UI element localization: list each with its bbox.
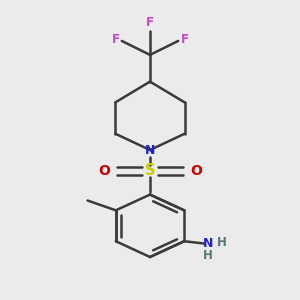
Text: S: S [145, 163, 155, 178]
Text: O: O [98, 164, 110, 178]
Text: H: H [203, 249, 213, 262]
Text: N: N [145, 143, 155, 157]
Text: O: O [190, 164, 202, 178]
Text: H: H [216, 236, 226, 249]
Text: N: N [203, 237, 213, 250]
Text: F: F [111, 33, 119, 46]
Text: F: F [181, 33, 189, 46]
Text: F: F [146, 16, 154, 29]
